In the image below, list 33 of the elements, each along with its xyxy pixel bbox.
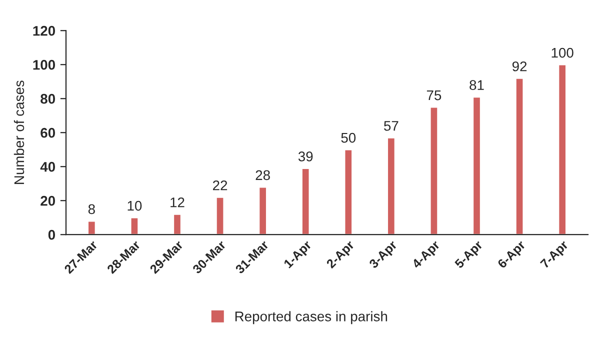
data-label: 75 <box>426 90 442 100</box>
bar <box>301 168 310 235</box>
y-tick-label: 40 <box>40 162 56 172</box>
bar <box>258 186 268 235</box>
bar <box>172 214 182 235</box>
bar <box>215 196 225 235</box>
data-label: 12 <box>170 197 184 208</box>
bar <box>514 78 524 235</box>
bar <box>344 148 353 235</box>
y-axis-title: Number of cases <box>14 80 24 184</box>
data-label: 10 <box>128 200 142 211</box>
data-label: 92 <box>512 61 527 72</box>
data-label: 50 <box>341 132 356 143</box>
bar <box>87 220 96 235</box>
y-tick-label: 60 <box>40 128 56 138</box>
y-tick-label: 0 <box>48 230 56 240</box>
legend-label: Reported cases in parish <box>235 311 388 324</box>
data-label: 57 <box>384 121 398 131</box>
bar <box>130 216 140 235</box>
bar <box>558 64 567 235</box>
data-label: 28 <box>256 170 270 180</box>
bar <box>429 106 439 235</box>
bar <box>472 96 482 235</box>
y-tick-label: 100 <box>33 60 56 70</box>
data-label: 100 <box>552 48 574 58</box>
data-label: 22 <box>213 180 228 190</box>
bar <box>386 137 396 235</box>
y-tick-label: 20 <box>40 196 56 206</box>
data-label: 8 <box>88 204 95 214</box>
y-tick-label: 120 <box>33 26 56 36</box>
y-tick-label: 80 <box>40 94 56 104</box>
data-label: 81 <box>470 80 484 90</box>
data-label: 39 <box>298 152 313 162</box>
